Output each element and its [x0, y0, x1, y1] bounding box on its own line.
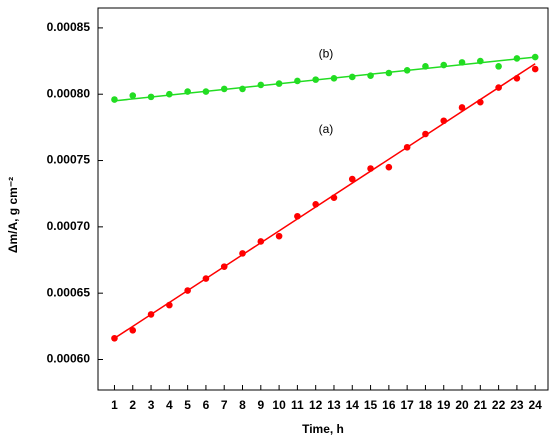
x-tick-label: 20 [455, 398, 469, 412]
x-tick-label: 2 [129, 398, 136, 412]
data-point [531, 65, 539, 73]
x-tick-label: 11 [291, 398, 304, 412]
x-tick-label: 23 [510, 398, 524, 412]
data-point [184, 287, 191, 294]
data-point [202, 275, 210, 282]
data-point [440, 117, 448, 125]
data-point [129, 92, 137, 99]
fit-line [114, 63, 536, 339]
data-point [166, 301, 173, 309]
data-point [422, 63, 429, 70]
x-tick-label: 24 [529, 398, 543, 412]
data-point [239, 85, 246, 93]
data-point [275, 80, 283, 87]
x-axis-title: Time, h [302, 422, 344, 436]
data-point [458, 59, 466, 66]
data-point [166, 90, 173, 98]
data-point [294, 77, 301, 85]
data-point [330, 74, 338, 82]
x-tick-label: 14 [346, 398, 360, 412]
data-point [312, 76, 319, 83]
data-point [495, 63, 502, 70]
series-label: (a) [319, 122, 334, 136]
y-axis-title: Δm/A, g cm⁻² [6, 177, 20, 253]
x-tick-label: 18 [419, 398, 433, 412]
data-point [477, 57, 484, 65]
x-tick-label: 7 [221, 398, 228, 412]
data-point [367, 165, 374, 172]
y-tick-label: 0.00075 [47, 153, 91, 167]
plot-frame [97, 7, 549, 391]
y-tick-label: 0.00085 [47, 20, 91, 34]
y-tick-label: 0.00060 [47, 352, 91, 366]
data-point [440, 61, 448, 69]
data-point [312, 201, 319, 208]
data-point [477, 98, 484, 106]
data-point [239, 250, 246, 257]
x-tick-label: 13 [327, 398, 341, 412]
x-tick-label: 21 [474, 398, 488, 412]
data-point [220, 263, 228, 270]
data-point [458, 104, 466, 111]
x-tick-label: 4 [166, 398, 173, 412]
x-tick-label: 16 [382, 398, 396, 412]
x-tick-label: 22 [492, 398, 506, 412]
fit-line [114, 56, 536, 102]
data-point [513, 74, 521, 82]
data-point [403, 67, 411, 74]
x-tick-label: 15 [364, 398, 378, 412]
data-point [385, 69, 393, 77]
data-point [348, 73, 356, 81]
y-tick-label: 0.00065 [47, 285, 91, 299]
y-tick-label: 0.00070 [47, 219, 91, 233]
data-point [147, 311, 155, 318]
data-point [220, 85, 228, 93]
data-point [257, 238, 265, 245]
data-point [531, 53, 539, 61]
x-tick-label: 17 [400, 398, 414, 412]
data-point [294, 212, 301, 220]
x-tick-label: 6 [203, 398, 210, 412]
data-point [129, 327, 137, 334]
data-point [330, 194, 338, 201]
data-point [184, 88, 191, 95]
data-point [257, 81, 265, 89]
x-tick-label: 5 [184, 398, 191, 412]
x-tick-label: 3 [148, 398, 155, 412]
data-point [513, 55, 521, 62]
data-point [111, 334, 118, 342]
y-tick-label: 0.00080 [47, 86, 91, 100]
data-point [385, 163, 393, 171]
data-point [403, 143, 411, 151]
x-tick-label: 10 [272, 398, 286, 412]
x-tick-label: 1 [111, 398, 118, 412]
data-point [147, 93, 155, 101]
x-tick-label: 8 [239, 398, 246, 412]
data-point [495, 84, 502, 91]
series-label: (b) [319, 46, 334, 60]
data-point [367, 72, 374, 79]
data-point [422, 130, 429, 138]
data-point [275, 232, 283, 240]
data-point [202, 88, 210, 95]
x-tick-label: 9 [257, 398, 264, 412]
data-point [348, 175, 356, 183]
x-tick-label: 19 [437, 398, 451, 412]
x-tick-label: 12 [309, 398, 323, 412]
data-point [111, 96, 118, 103]
